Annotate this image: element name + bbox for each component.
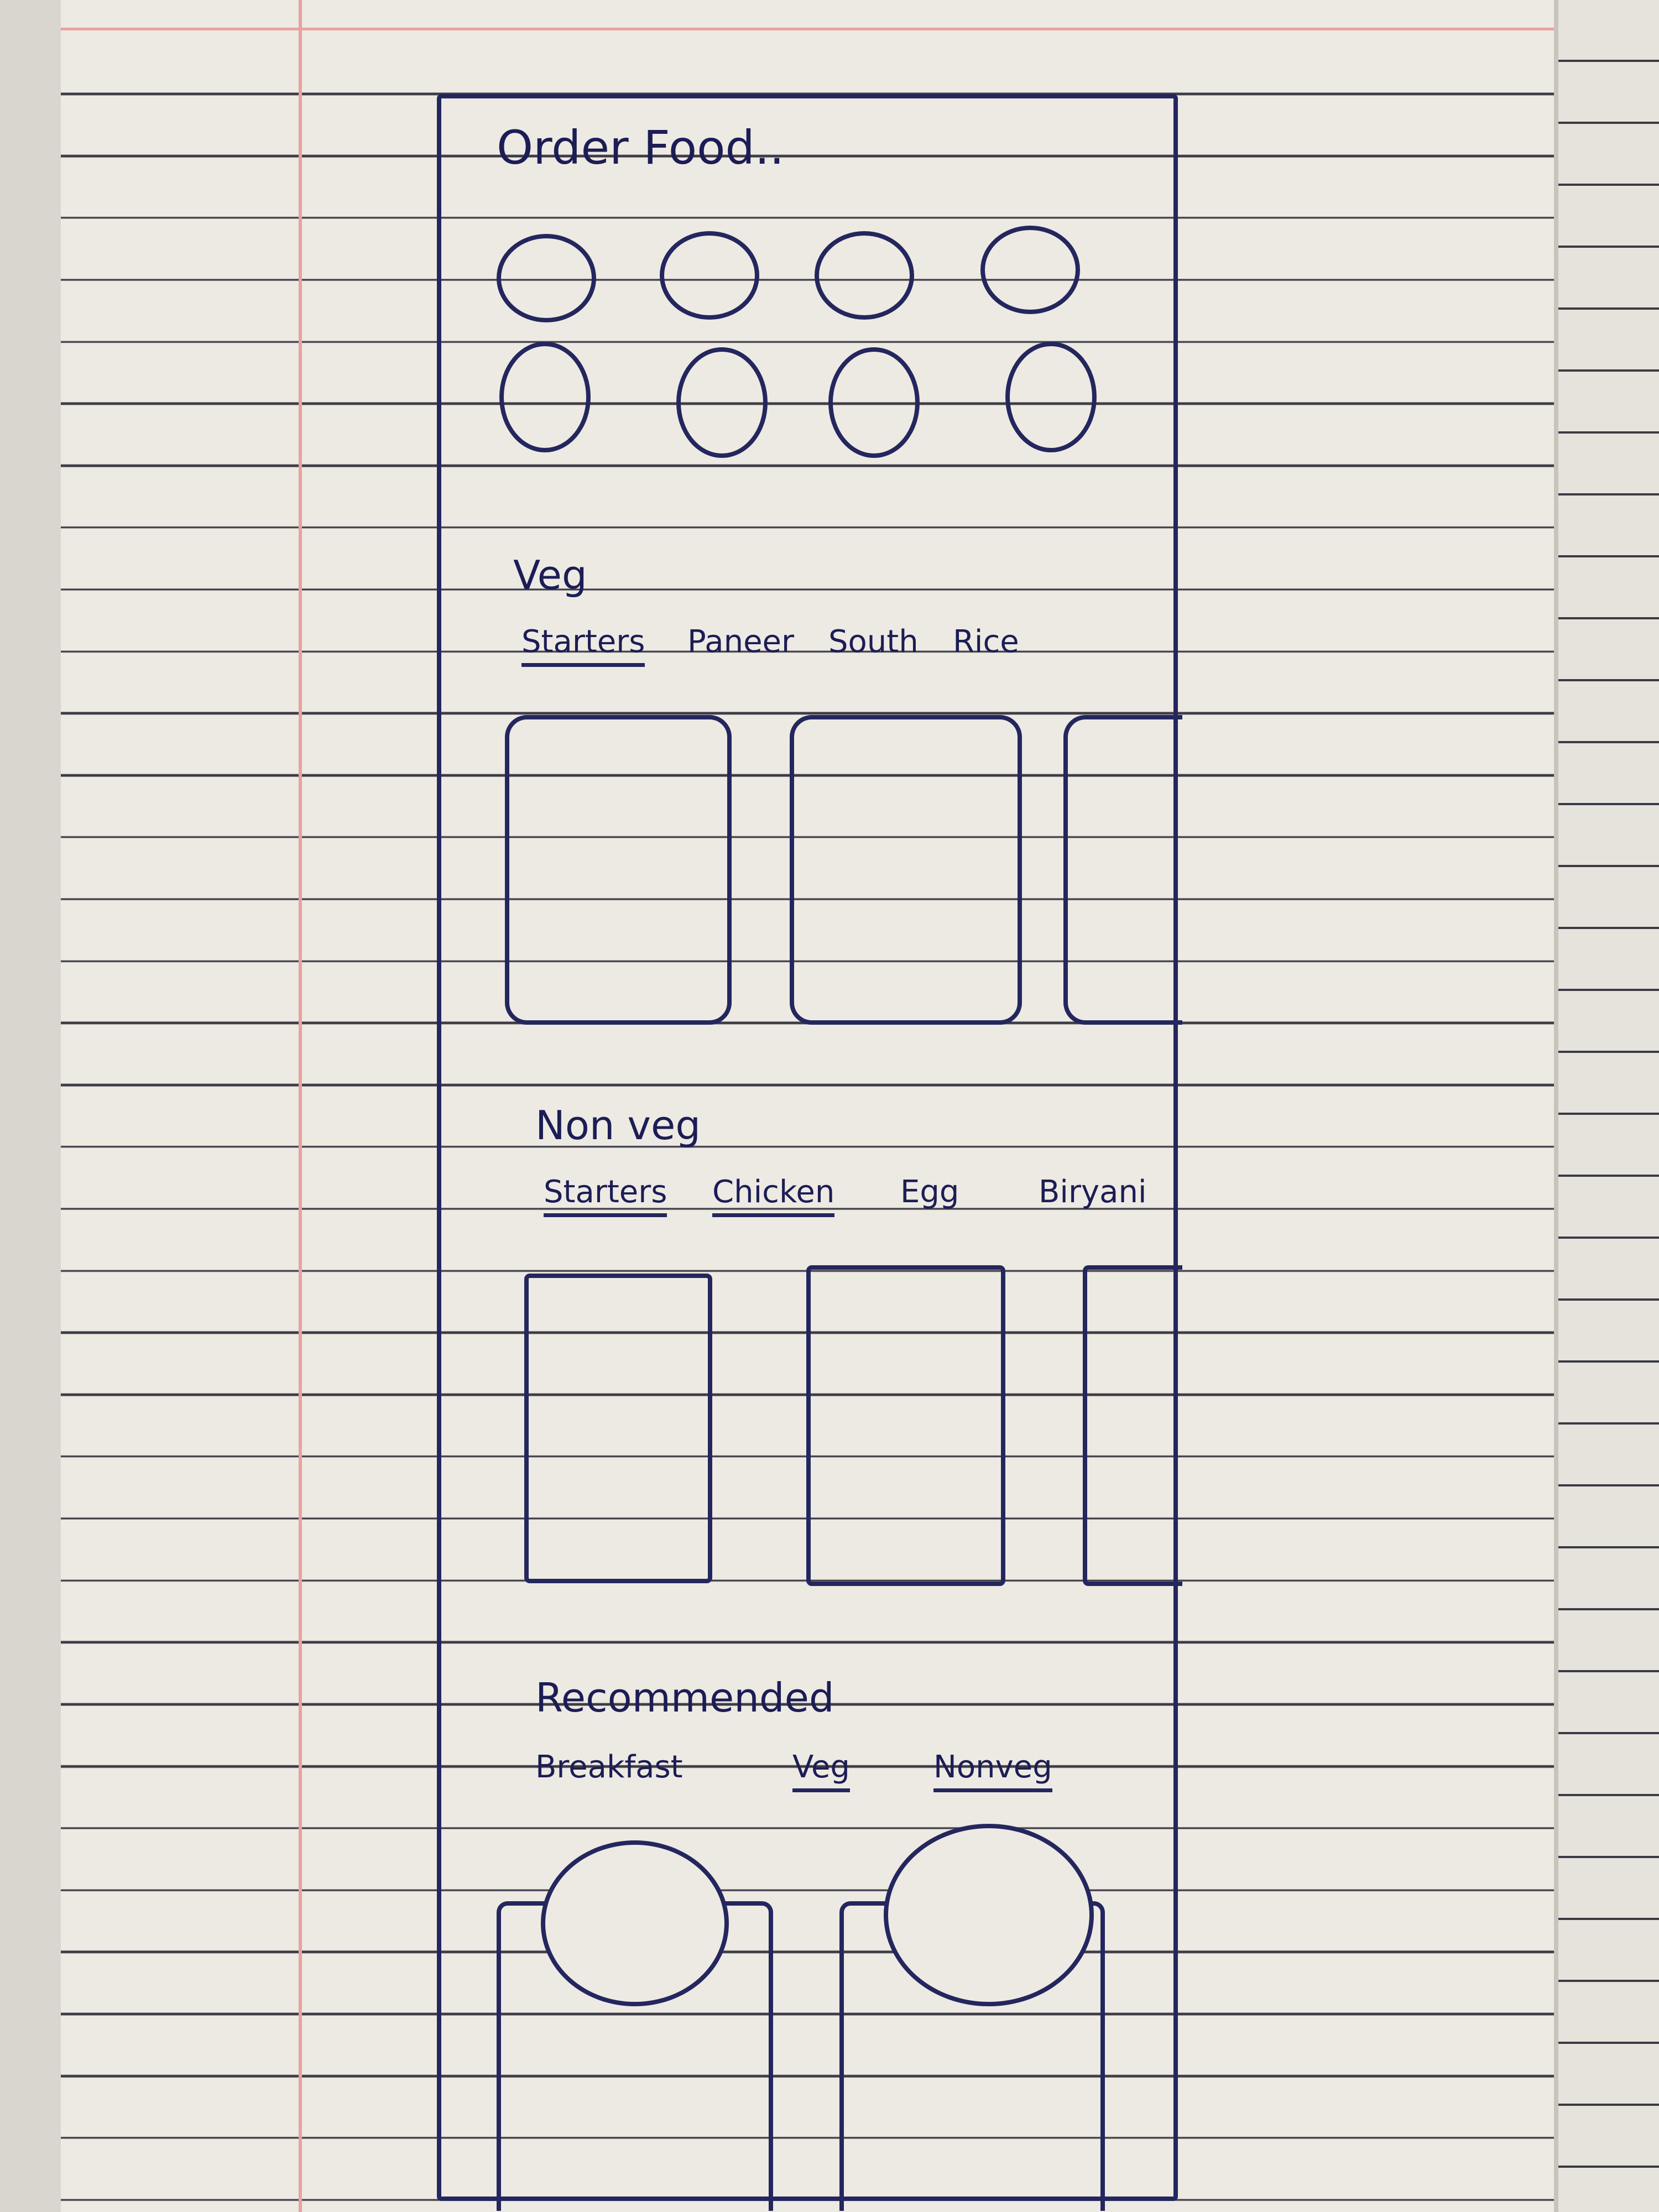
category-circle-7[interactable] [828, 347, 920, 458]
veg-section-title: Veg [513, 552, 587, 598]
veg-food-card-1[interactable] [505, 715, 732, 1025]
recommended-tab-breakfast[interactable]: Breakfast [535, 1749, 683, 1785]
nonveg-food-card-3[interactable] [1083, 1265, 1182, 1586]
veg-tab-paneer[interactable]: Paneer [687, 624, 794, 660]
left-margin-line [299, 0, 302, 2212]
nonveg-tab-biryani[interactable]: Biryani [1039, 1174, 1147, 1210]
veg-tab-south[interactable]: South [828, 624, 919, 660]
category-circle-3[interactable] [815, 231, 914, 320]
veg-tab-starters[interactable]: Starters [521, 624, 645, 667]
page-title: Order Food.. [497, 121, 785, 175]
category-circle-4[interactable] [980, 226, 1080, 314]
recommended-card-2-image [884, 1824, 1094, 2006]
recommended-tab-veg[interactable]: Veg [792, 1749, 850, 1792]
category-circle-6[interactable] [676, 347, 768, 458]
nonveg-food-card-1[interactable] [524, 1274, 712, 1583]
recommended-tab-nonveg[interactable]: Nonveg [933, 1749, 1052, 1792]
page-edge [1554, 0, 1659, 2212]
veg-tab-rice[interactable]: Rice [953, 624, 1019, 660]
veg-food-card-3[interactable] [1063, 715, 1182, 1025]
nonveg-tab-chicken[interactable]: Chicken [712, 1174, 835, 1217]
recommended-card-1-image [541, 1840, 729, 2006]
category-circle-2[interactable] [660, 231, 759, 320]
nonveg-tab-starters[interactable]: Starters [544, 1174, 667, 1217]
phone-frame: Order Food.. Veg Starters Paneer South R… [437, 94, 1182, 2211]
recommended-section-title: Recommended [535, 1674, 834, 1721]
nonveg-food-card-2[interactable] [806, 1265, 1005, 1586]
veg-food-card-2[interactable] [790, 715, 1022, 1025]
category-circle-5[interactable] [499, 342, 591, 452]
nonveg-section-title: Non veg [535, 1102, 701, 1149]
top-margin-line [61, 28, 1554, 30]
category-circle-8[interactable] [1005, 342, 1097, 452]
nonveg-tab-egg[interactable]: Egg [900, 1174, 959, 1210]
category-circle-1[interactable] [497, 234, 596, 322]
notebook-paper [61, 0, 1554, 2212]
